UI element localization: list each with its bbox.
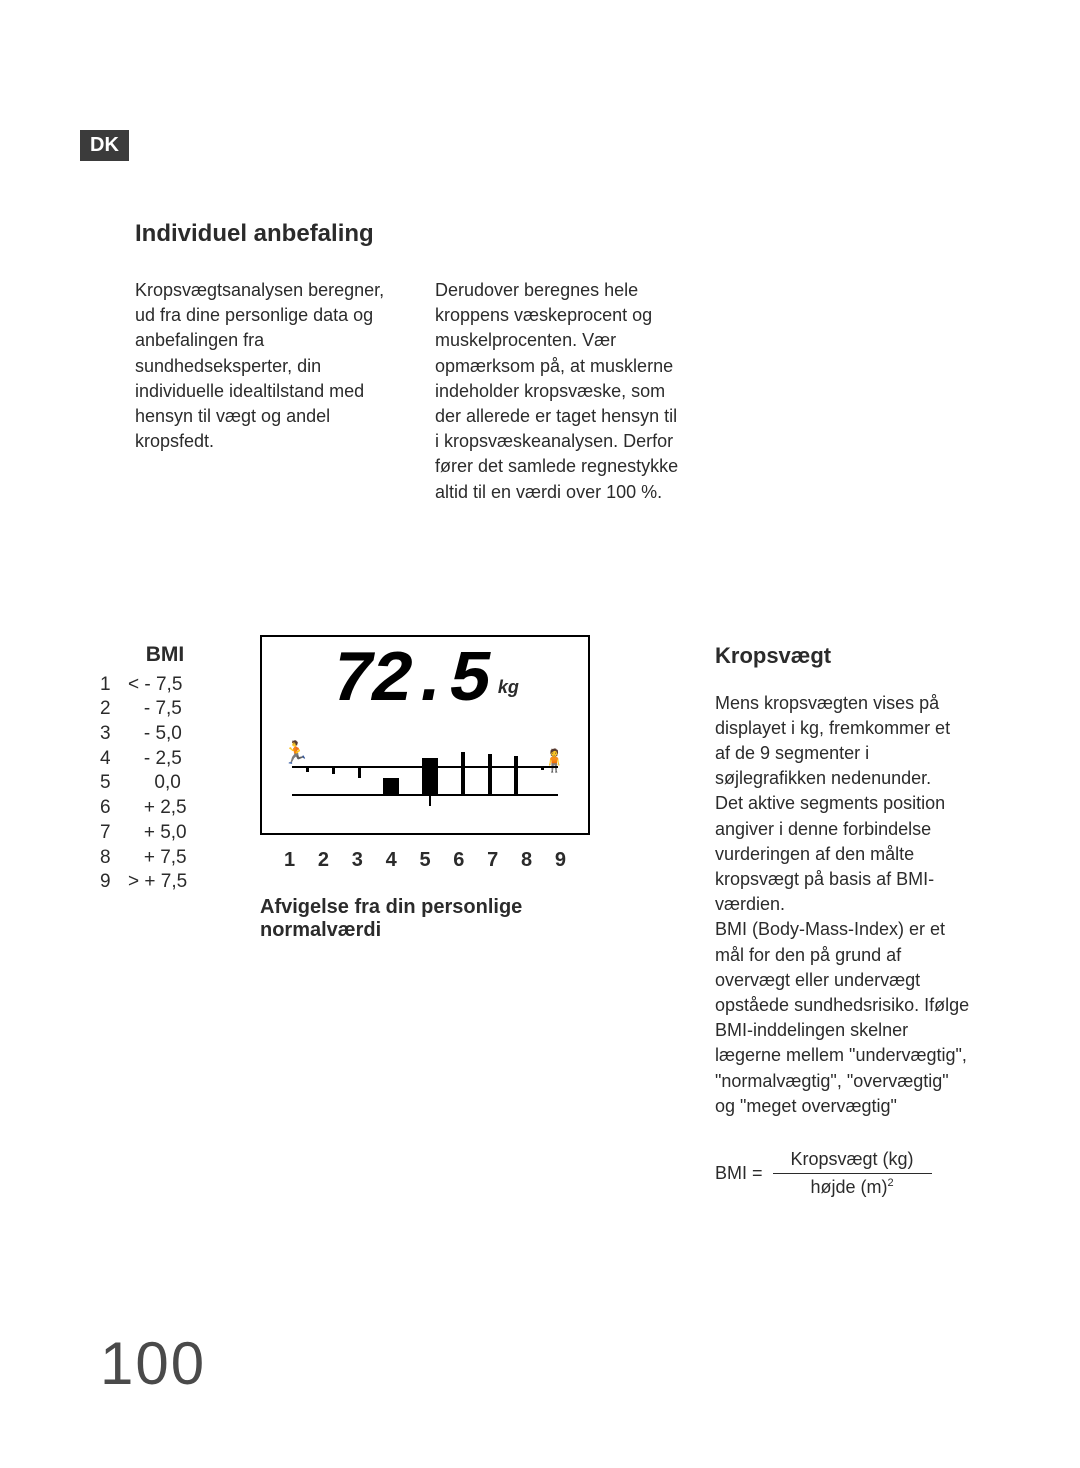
kropsvaegt-column: Kropsvægt Mens kropsvægten vises på disp… xyxy=(715,635,970,1198)
weight-readout: 72.5 kg xyxy=(276,653,574,711)
scale-display: 72.5 kg 🏃 🧍 xyxy=(260,635,590,835)
bmi-row-value: - 5,0 xyxy=(128,722,230,747)
bmi-row-index: 9 xyxy=(100,870,128,895)
bmi-table-row: 1< - 7,5 xyxy=(100,673,230,698)
bmi-table-row: 9> + 7,5 xyxy=(100,870,230,895)
formula-fraction: Kropsvægt (kg) højde (m)2 xyxy=(773,1149,932,1198)
bmi-row-value: > + 7,5 xyxy=(128,870,230,895)
bmi-row-value: < - 7,5 xyxy=(128,673,230,698)
bmi-table-row: 6 + 2,5 xyxy=(100,796,230,821)
bmi-table: BMI 1< - 7,52 - 7,53 - 5,04 - 2,55 0,06 … xyxy=(100,635,230,895)
bmi-row-index: 6 xyxy=(100,796,128,821)
bmi-table-row: 4 - 2,5 xyxy=(100,747,230,772)
bar-segment xyxy=(461,752,465,796)
axis-label: 4 xyxy=(386,849,397,872)
axis-label: 1 xyxy=(284,849,295,872)
bmi-bar-graph: 🏃 🧍 xyxy=(276,736,574,796)
page-number: 100 xyxy=(100,1329,206,1398)
formula-denominator-text: højde (m) xyxy=(810,1177,887,1197)
bar-segment xyxy=(422,758,438,796)
bar-segment xyxy=(514,756,518,796)
display-figure: 72.5 kg 🏃 🧍 123456789 Afvigelse fra din … xyxy=(260,635,590,942)
bmi-table-title: BMI xyxy=(100,643,230,667)
bmi-formula: BMI = Kropsvægt (kg) højde (m)2 xyxy=(715,1149,970,1198)
axis-label: 5 xyxy=(419,849,430,872)
section-individual-recommendation: Individuel anbefaling Kropsvægtsanalysen… xyxy=(135,220,895,505)
bmi-row-index: 7 xyxy=(100,821,128,846)
formula-label: BMI = xyxy=(715,1163,763,1184)
text-column-1: Kropsvægtsanalysen beregner, ud fra dine… xyxy=(135,278,385,505)
axis-label: 7 xyxy=(487,849,498,872)
axis-label: 6 xyxy=(453,849,464,872)
heading-individual: Individuel anbefaling xyxy=(135,220,895,248)
two-column-text: Kropsvægtsanalysen beregner, ud fra dine… xyxy=(135,278,895,505)
bmi-table-row: 2 - 7,5 xyxy=(100,697,230,722)
bmi-table-row: 3 - 5,0 xyxy=(100,722,230,747)
weight-unit: kg xyxy=(498,677,519,698)
bmi-row-index: 3 xyxy=(100,722,128,747)
axis-label: 9 xyxy=(555,849,566,872)
bmi-row-index: 5 xyxy=(100,771,128,796)
bmi-row-index: 1 xyxy=(100,673,128,698)
bmi-row-value: + 7,5 xyxy=(128,846,230,871)
bar-segments xyxy=(306,736,544,796)
bar-segment xyxy=(488,754,492,796)
bar-base-line xyxy=(292,794,558,796)
bmi-row-value: 0,0 xyxy=(128,771,230,796)
axis-label: 3 xyxy=(352,849,363,872)
bmi-row-value: - 2,5 xyxy=(128,747,230,772)
axis-label: 2 xyxy=(318,849,329,872)
bmi-row-index: 4 xyxy=(100,747,128,772)
bar-segment xyxy=(306,768,309,772)
bmi-row-index: 2 xyxy=(100,697,128,722)
bmi-row-value: - 7,5 xyxy=(128,697,230,722)
bmi-row-value: + 5,0 xyxy=(128,821,230,846)
heading-kropsvaegt: Kropsvægt xyxy=(715,643,970,669)
bmi-table-row: 7 + 5,0 xyxy=(100,821,230,846)
section-bmi-display: BMI 1< - 7,52 - 7,53 - 5,04 - 2,55 0,06 … xyxy=(100,635,980,1198)
bmi-row-value: + 2,5 xyxy=(128,796,230,821)
formula-denominator: højde (m)2 xyxy=(810,1174,893,1198)
language-badge: DK xyxy=(80,130,129,161)
bmi-row-index: 8 xyxy=(100,846,128,871)
bar-segment xyxy=(541,768,544,770)
text-column-2: Derudover beregnes hele kroppens væskepr… xyxy=(435,278,685,505)
bar-segment xyxy=(332,768,335,774)
bmi-table-row: 8 + 7,5 xyxy=(100,846,230,871)
weight-value: 72.5 xyxy=(331,653,488,711)
page: DK Individuel anbefaling Kropsvægtsanaly… xyxy=(0,0,1080,1468)
axis-numbers: 123456789 xyxy=(284,849,566,872)
formula-denominator-exp: 2 xyxy=(887,1177,893,1189)
person-icon: 🧍 xyxy=(541,748,568,774)
formula-numerator: Kropsvægt (kg) xyxy=(773,1149,932,1174)
bar-segment xyxy=(358,768,361,778)
figure-caption: Afvigelse fra din personlige normalværdi xyxy=(260,896,590,942)
bmi-table-row: 5 0,0 xyxy=(100,771,230,796)
kropsvaegt-body-text: Mens kropsvægten vises på displayet i kg… xyxy=(715,691,970,1119)
axis-label: 8 xyxy=(521,849,532,872)
